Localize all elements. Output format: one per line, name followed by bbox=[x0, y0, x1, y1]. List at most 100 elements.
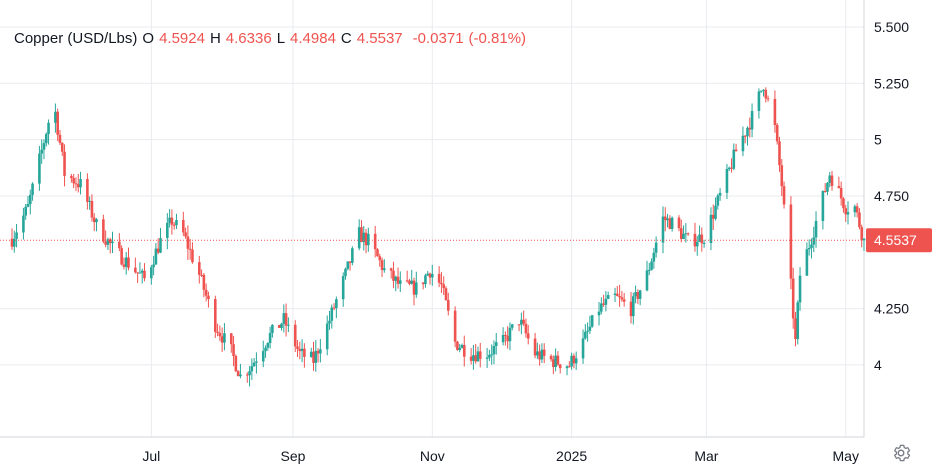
candle bbox=[679, 219, 683, 243]
candle bbox=[152, 255, 155, 276]
candle bbox=[437, 266, 441, 288]
candle bbox=[743, 135, 747, 144]
candle bbox=[22, 207, 25, 240]
candle bbox=[154, 242, 158, 265]
candle bbox=[72, 173, 75, 189]
candle bbox=[542, 343, 546, 364]
candle bbox=[789, 196, 793, 290]
last-price-label: 4.5537 bbox=[874, 232, 917, 248]
candle bbox=[711, 204, 715, 231]
candle bbox=[182, 211, 185, 237]
candle bbox=[31, 182, 34, 201]
candle bbox=[102, 214, 105, 244]
candle bbox=[540, 343, 544, 364]
candle bbox=[38, 145, 41, 191]
candle bbox=[732, 143, 736, 171]
candle bbox=[198, 255, 201, 284]
candle bbox=[47, 119, 50, 145]
candle bbox=[842, 197, 845, 213]
candle bbox=[150, 264, 153, 285]
candle bbox=[15, 223, 18, 248]
candle bbox=[248, 366, 251, 387]
candle bbox=[303, 343, 306, 368]
candle bbox=[63, 144, 66, 187]
candle bbox=[604, 291, 608, 312]
candle bbox=[24, 204, 28, 220]
candle bbox=[716, 193, 720, 210]
candle bbox=[330, 304, 334, 329]
candle bbox=[725, 163, 729, 200]
candle bbox=[616, 285, 619, 297]
candle bbox=[106, 237, 110, 250]
candle bbox=[759, 90, 763, 93]
candle bbox=[766, 95, 770, 102]
candle bbox=[522, 310, 525, 327]
candle bbox=[360, 220, 363, 243]
candles bbox=[10, 87, 866, 387]
candle bbox=[629, 292, 633, 324]
candle bbox=[282, 304, 286, 333]
candle bbox=[421, 282, 425, 290]
candle bbox=[399, 271, 402, 293]
candle bbox=[134, 257, 137, 274]
candle bbox=[474, 344, 477, 364]
candle bbox=[184, 227, 187, 239]
candle bbox=[268, 326, 272, 349]
candle bbox=[442, 276, 446, 295]
candle bbox=[232, 336, 235, 367]
candle bbox=[846, 201, 850, 225]
candle bbox=[554, 348, 557, 372]
candle bbox=[638, 289, 642, 306]
candle bbox=[584, 324, 587, 340]
candle bbox=[814, 211, 818, 248]
candle bbox=[650, 258, 653, 271]
candle bbox=[517, 324, 521, 332]
candle bbox=[216, 323, 219, 337]
close-label: C bbox=[340, 30, 352, 47]
candle bbox=[823, 183, 827, 193]
candle bbox=[727, 166, 731, 171]
candle bbox=[92, 213, 96, 232]
candle bbox=[284, 303, 288, 337]
candle bbox=[79, 171, 82, 195]
low-value: 4.4984 bbox=[290, 30, 336, 47]
candle bbox=[634, 285, 637, 304]
candle bbox=[695, 236, 699, 256]
x-tick-label: Jul bbox=[142, 448, 160, 464]
candle bbox=[565, 365, 569, 376]
candle bbox=[170, 209, 174, 235]
last-price-tag bbox=[866, 228, 932, 253]
candle bbox=[488, 349, 491, 361]
candle bbox=[389, 267, 393, 279]
candle bbox=[860, 224, 864, 248]
candle bbox=[828, 171, 832, 188]
candle bbox=[314, 340, 318, 372]
candle bbox=[686, 232, 690, 236]
candle bbox=[472, 344, 475, 370]
candle bbox=[220, 327, 224, 352]
candle bbox=[332, 303, 336, 311]
grid bbox=[0, 0, 865, 438]
candle bbox=[791, 267, 795, 329]
candle bbox=[666, 213, 669, 228]
candle bbox=[572, 353, 576, 369]
open-value: 4.5924 bbox=[159, 30, 205, 47]
gear-icon[interactable] bbox=[890, 442, 912, 464]
candle bbox=[10, 228, 14, 250]
candle bbox=[855, 203, 859, 218]
candle bbox=[508, 322, 512, 351]
candle bbox=[60, 142, 64, 156]
candle bbox=[556, 351, 560, 366]
candle bbox=[476, 346, 480, 362]
axes: 5.500 5.250 5 4.750 4.250 4 Jul Sep Nov 2025 Mar Ma… bbox=[142, 19, 909, 464]
candle bbox=[362, 226, 366, 251]
candle bbox=[446, 292, 450, 316]
candle bbox=[312, 341, 315, 371]
candle bbox=[636, 289, 640, 304]
candle bbox=[54, 103, 57, 133]
y-tick-label: 5.250 bbox=[874, 75, 909, 91]
candle bbox=[782, 181, 786, 209]
candle bbox=[620, 290, 624, 302]
